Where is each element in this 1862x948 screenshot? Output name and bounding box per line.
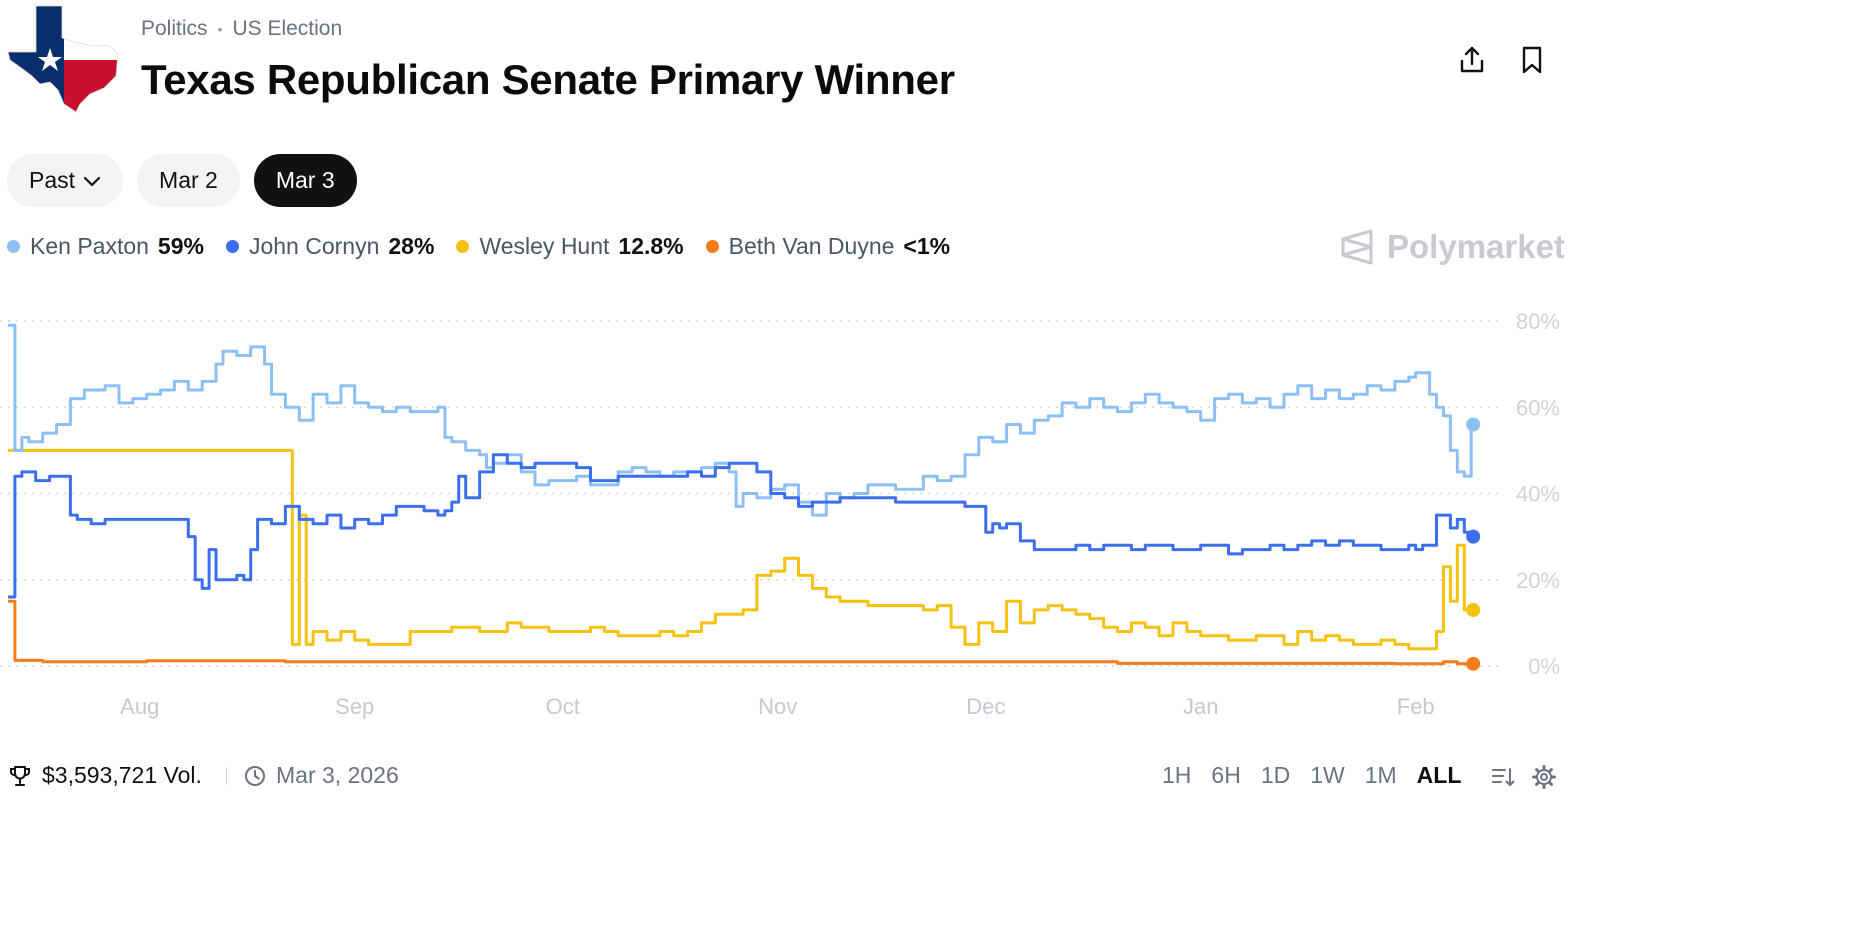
legend-name: Ken Paxton [30, 233, 149, 259]
legend-value: 28% [388, 233, 435, 259]
tab-mar-3-label: Mar 3 [275, 167, 335, 193]
bookmark-button[interactable] [1514, 42, 1550, 78]
end-date-value: Mar 3, 2026 [276, 762, 399, 788]
series-line-wesley-hunt [8, 448, 1472, 651]
volume-info: $3,593,721 Vol. [8, 762, 202, 789]
range-1w[interactable]: 1W [1310, 762, 1345, 788]
share-button[interactable] [1454, 42, 1490, 78]
x-tick-label: Feb [1397, 694, 1435, 719]
clock-icon [245, 765, 265, 786]
breadcrumb-politics[interactable]: Politics [141, 17, 208, 40]
trophy-icon [10, 765, 30, 786]
breadcrumb-separator: • [217, 21, 223, 37]
texas-flag-image [7, 5, 118, 113]
legend-dot [7, 240, 20, 253]
polymarket-brand: Polymarket [1339, 228, 1565, 266]
series-end-marker-john-cornyn [1466, 529, 1481, 544]
series-line-ken-paxton [8, 323, 1473, 517]
legend-item-ken-paxton[interactable]: Ken Paxton 59% [7, 233, 204, 260]
legend-name: Beth Van Duyne [728, 233, 895, 259]
tab-mar-2[interactable]: Mar 2 [137, 154, 240, 207]
tab-mar-2-label: Mar 2 [159, 167, 218, 193]
y-tick-label: 60% [1516, 395, 1560, 420]
x-tick-label: Aug [120, 694, 159, 719]
legend-dot [225, 240, 239, 253]
range-1d[interactable]: 1D [1260, 762, 1291, 788]
settings-gear-icon[interactable] [1531, 764, 1557, 790]
series-line-beth-van-duyne [8, 599, 1472, 666]
x-tick-label: Nov [758, 694, 797, 719]
breadcrumb: Politics • US Election [141, 17, 342, 41]
breadcrumb-us-election[interactable]: US Election [232, 17, 343, 40]
x-tick-label: Sep [335, 694, 374, 719]
legend-value: 12.8% [618, 233, 684, 259]
legend-item-beth-van-duyne[interactable]: Beth Van Duyne <1% [705, 233, 951, 260]
volume-value: $3,593,721 Vol. [42, 762, 202, 788]
end-date-info: Mar 3, 2026 [244, 762, 399, 789]
y-tick-label: 40% [1516, 482, 1560, 507]
series-end-marker-ken-paxton [1466, 417, 1481, 432]
chart-legend: Ken Paxton 59% John Cornyn 28% Wesley Hu… [7, 233, 972, 260]
sort-icon[interactable] [1490, 764, 1516, 790]
date-tabs: Past Mar 2 Mar 3 [7, 154, 357, 207]
chevron-down-icon [83, 176, 101, 186]
legend-item-wesley-hunt[interactable]: Wesley Hunt 12.8% [456, 233, 684, 260]
chart-footer: $3,593,721 Vol. Mar 3, 2026 1H 6H 1D 1W … [0, 756, 1862, 796]
y-tick-label: 80% [1516, 309, 1560, 334]
legend-value: 59% [157, 233, 204, 259]
series-end-marker-wesley-hunt [1466, 602, 1481, 617]
legend-dot [456, 240, 470, 253]
chart-series [8, 323, 1481, 671]
range-1h[interactable]: 1H [1162, 762, 1192, 788]
chart-axes: 80% 60% 40% 20% 0% Aug Sep Oct Nov Dec Jan Feb [120, 309, 1560, 719]
legend-item-john-cornyn[interactable]: John Cornyn 28% [225, 233, 435, 260]
legend-dot [705, 240, 719, 253]
range-all[interactable]: ALL [1416, 762, 1462, 788]
legend-name: Wesley Hunt [479, 233, 610, 259]
polymarket-logo-icon [1341, 229, 1373, 265]
series-end-marker-beth-van-duyne [1466, 656, 1481, 671]
range-6h[interactable]: 6H [1211, 762, 1241, 788]
x-tick-label: Oct [546, 694, 580, 719]
x-tick-label: Jan [1183, 694, 1218, 719]
legend-value: <1% [903, 233, 951, 259]
price-chart[interactable]: 80% 60% 40% 20% 0% Aug Sep Oct Nov Dec Jan Feb [0, 290, 1862, 730]
time-range-selector: 1H 6H 1D 1W 1M ALL [1162, 762, 1481, 789]
tab-mar-3[interactable]: Mar 3 [253, 154, 357, 207]
footer-divider [226, 767, 227, 785]
tab-past[interactable]: Past [7, 154, 124, 207]
x-tick-label: Dec [966, 694, 1005, 719]
tab-past-label: Past [29, 167, 76, 193]
y-tick-label: 20% [1516, 568, 1560, 593]
bookmark-icon [1522, 46, 1542, 74]
page-title: Texas Republican Senate Primary Winner [141, 56, 955, 103]
polymarket-brand-label: Polymarket [1387, 228, 1565, 265]
share-icon [1460, 46, 1484, 73]
y-tick-label: 0% [1528, 654, 1560, 679]
series-line-john-cornyn [8, 453, 1473, 599]
legend-name: John Cornyn [248, 233, 380, 259]
range-1m[interactable]: 1M [1364, 762, 1397, 788]
